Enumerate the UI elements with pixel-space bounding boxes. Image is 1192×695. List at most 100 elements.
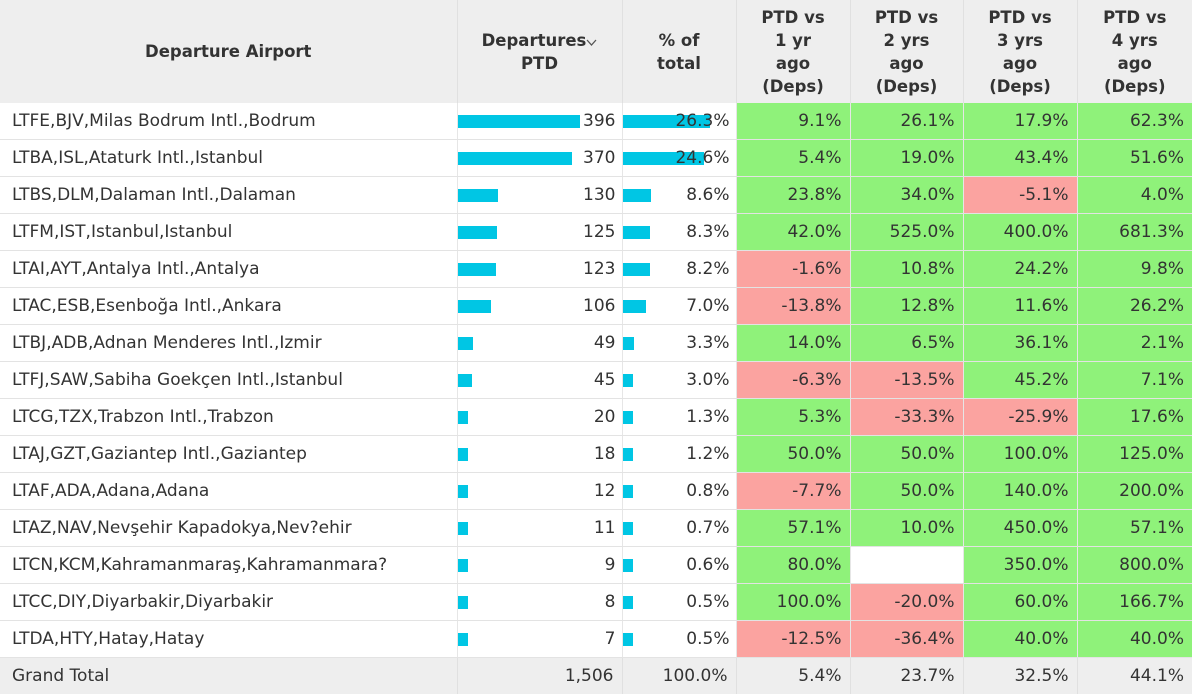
pct-total-cell: 0.6%: [621, 546, 736, 584]
pct-total-bar: [623, 263, 650, 276]
pct-total-bar: [623, 300, 646, 313]
pct-total-value: 26.3%: [675, 111, 730, 131]
change-vs2-cell: [849, 546, 963, 584]
pct-total-bar: [623, 226, 650, 239]
change-vs2-cell: -13.5%: [849, 361, 963, 399]
departures-bar: [458, 152, 572, 165]
change-vs2-cell: 10.8%: [849, 250, 963, 288]
change-vs3-cell: 140.0%: [962, 472, 1077, 510]
pct-total-cell: 8.2%: [621, 250, 736, 288]
change-vs2-cell: 525.0%: [849, 213, 963, 251]
departures-value: 123: [583, 259, 616, 279]
change-vs4-cell: 7.1%: [1076, 361, 1192, 399]
change-vs3-cell: 400.0%: [962, 213, 1077, 251]
departures-bar: [458, 596, 468, 609]
table-row[interactable]: LTBJ,ADB,Adnan Menderes Intl.,Izmir 49 3.3…: [0, 324, 1192, 362]
change-vs4-cell: 125.0%: [1076, 435, 1192, 473]
departures-cell: 370: [456, 139, 622, 177]
table-row[interactable]: LTAI,AYT,Antalya Intl.,Antalya 123 8.2% -1.…: [0, 250, 1192, 288]
chevron-down-icon[interactable]: [586, 31, 597, 46]
header-vs-2yrs[interactable]: PTD vs 2 yrs ago (Deps): [849, 0, 963, 103]
pct-total-bar: [623, 596, 633, 609]
departures-cell: 18: [456, 435, 622, 473]
pct-total-bar: [623, 485, 633, 498]
header-vs1-l2: 1 yr: [774, 30, 812, 50]
departures-value: 106: [583, 296, 616, 316]
pct-total-value: 1.3%: [686, 407, 730, 427]
header-vs-1yr[interactable]: PTD vs 1 yr ago (Deps): [735, 0, 850, 103]
change-vs4-cell: 4.0%: [1076, 176, 1192, 214]
departures-cell: 8: [456, 583, 622, 621]
change-vs2-cell: 10.0%: [849, 509, 963, 547]
header-departure-airport[interactable]: Departure Airport: [0, 0, 457, 103]
change-vs2-cell: -36.4%: [849, 620, 963, 658]
table-row[interactable]: LTDA,HTY,Hatay,Hatay 7 0.5% -12.5% -36.4% 40.…: [0, 620, 1192, 658]
change-vs1-cell: 5.4%: [735, 139, 850, 177]
header-vs-4yrs[interactable]: PTD vs 4 yrs ago (Deps): [1076, 0, 1192, 103]
pct-total-bar: [623, 522, 633, 535]
header-vs-3yrs[interactable]: PTD vs 3 yrs ago (Deps): [962, 0, 1077, 103]
departures-value: 8: [604, 592, 616, 612]
grand-total-row: Grand Total 1,506 100.0% 5.4% 23.7% 32.5…: [0, 657, 1192, 694]
airport-cell: LTFE,BJV,Milas Bodrum Intl.,Bodrum: [0, 103, 457, 140]
change-vs4-cell: 62.3%: [1076, 103, 1192, 140]
change-vs1-cell: -7.7%: [735, 472, 850, 510]
change-vs3-cell: 24.2%: [962, 250, 1077, 288]
table-row[interactable]: LTCC,DIY,Diyarbakir,Diyarbakir 8 0.5% 100.0…: [0, 583, 1192, 621]
change-vs3-cell: 40.0%: [962, 620, 1077, 658]
grand-total-pct: 100.0%: [621, 657, 736, 694]
pct-total-cell: 3.0%: [621, 361, 736, 399]
departures-value: 125: [583, 222, 616, 242]
header-vs1-l3: ago: [775, 53, 811, 73]
table-row[interactable]: LTFM,IST,Istanbul,Istanbul 125 8.3% 42.0% 52…: [0, 213, 1192, 251]
table-row[interactable]: LTAZ,NAV,Nevşehir Kapadokya,Nev?ehir 11 0.…: [0, 509, 1192, 547]
departures-cell: 130: [456, 176, 622, 214]
grand-total-vs3: 32.5%: [962, 657, 1077, 694]
departures-value: 396: [583, 111, 616, 131]
pct-total-cell: 7.0%: [621, 287, 736, 325]
pct-total-bar: [623, 152, 704, 165]
header-departures-line1: Departures: [481, 30, 587, 50]
header-pct-line2: total: [657, 53, 701, 73]
change-vs1-cell: -6.3%: [735, 361, 850, 399]
header-vs1-l1: PTD vs: [761, 7, 825, 27]
table-row[interactable]: LTFJ,SAW,Sabiha Goekçen Intl.,Istanbul 45…: [0, 361, 1192, 399]
table-row[interactable]: LTCN,KCM,Kahramanmaraş,Kahramanmara? 9 0.6…: [0, 546, 1192, 584]
table-row[interactable]: LTCG,TZX,Trabzon Intl.,Trabzon 20 1.3% 5.3%…: [0, 398, 1192, 436]
airport-cell: LTDA,HTY,Hatay,Hatay: [0, 620, 457, 658]
pct-total-cell: 1.3%: [621, 398, 736, 436]
grand-total-vs4: 44.1%: [1076, 657, 1192, 694]
change-vs4-cell: 166.7%: [1076, 583, 1192, 621]
departures-value: 49: [593, 333, 616, 353]
change-vs1-cell: 42.0%: [735, 213, 850, 251]
airport-cell: LTCC,DIY,Diyarbakir,Diyarbakir: [0, 583, 457, 621]
table-row[interactable]: LTFE,BJV,Milas Bodrum Intl.,Bodrum 396 26.…: [0, 103, 1192, 140]
departures-cell: 123: [456, 250, 622, 288]
pct-total-value: 0.7%: [686, 518, 730, 538]
airport-cell: LTBJ,ADB,Adnan Menderes Intl.,Izmir: [0, 324, 457, 362]
table-row[interactable]: LTBA,ISL,Ataturk Intl.,Istanbul 370 24.6% 5…: [0, 139, 1192, 177]
departures-cell: 396: [456, 103, 622, 140]
table-row[interactable]: LTAJ,GZT,Gaziantep Intl.,Gaziantep 18 1.2%…: [0, 435, 1192, 473]
change-vs4-cell: 681.3%: [1076, 213, 1192, 251]
table-row[interactable]: LTAC,ESB,Esenboğa Intl.,Ankara 106 7.0% -13…: [0, 287, 1192, 325]
table-row[interactable]: LTAF,ADA,Adana,Adana 12 0.8% -7.7% 50.0% 140.…: [0, 472, 1192, 510]
change-vs2-cell: 50.0%: [849, 472, 963, 510]
change-vs2-cell: 19.0%: [849, 139, 963, 177]
departures-bar: [458, 411, 468, 424]
airport-cell: LTFM,IST,Istanbul,Istanbul: [0, 213, 457, 251]
departures-value: 18: [593, 444, 616, 464]
change-vs3-cell: 450.0%: [962, 509, 1077, 547]
table-row[interactable]: LTBS,DLM,Dalaman Intl.,Dalaman 130 8.6% 23.…: [0, 176, 1192, 214]
change-vs4-cell: 51.6%: [1076, 139, 1192, 177]
pct-total-cell: 0.5%: [621, 620, 736, 658]
airport-cell: LTAC,ESB,Esenboğa Intl.,Ankara: [0, 287, 457, 325]
header-departures-ptd[interactable]: Departures PTD: [456, 0, 622, 103]
change-vs4-cell: 17.6%: [1076, 398, 1192, 436]
header-vs4-l1: PTD vs: [1103, 7, 1167, 27]
change-vs2-cell: -20.0%: [849, 583, 963, 621]
header-pct-total[interactable]: % of total: [621, 0, 736, 103]
pct-total-value: 3.0%: [686, 370, 730, 390]
airport-cell: LTBA,ISL,Ataturk Intl.,Istanbul: [0, 139, 457, 177]
pct-total-value: 7.0%: [686, 296, 730, 316]
